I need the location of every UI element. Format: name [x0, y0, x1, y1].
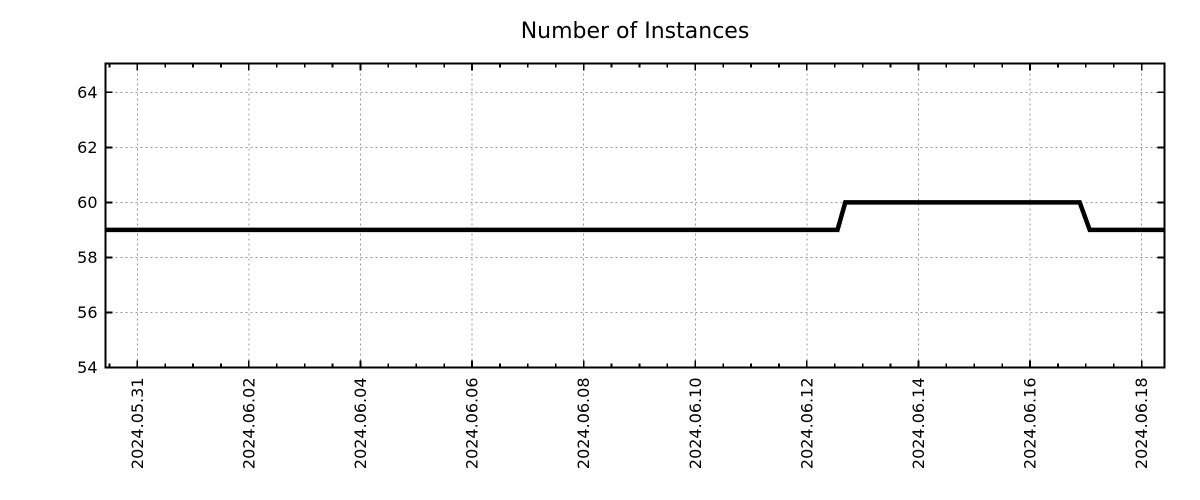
- axes-layer: [104, 62, 1166, 369]
- chart-title: Number of Instances: [521, 19, 750, 44]
- x-tick-label: 2024.06.02: [239, 378, 258, 470]
- x-tick-label: 2024.06.08: [574, 378, 593, 470]
- x-tick-label: 2024.05.31: [128, 378, 147, 470]
- series-line-instances: [105, 200, 1165, 233]
- plot-border: [104, 62, 1166, 369]
- x-tick-label: 2024.06.04: [351, 378, 370, 470]
- series-layer: [105, 200, 1165, 233]
- tick-labels-layer: 54 56 58 60 62 64 2024.05.31 2024.06.02 2024.06.…: [77, 83, 1151, 469]
- x-tick-label: 2024.06.18: [1132, 378, 1151, 470]
- x-tick-label: 2024.06.14: [909, 378, 928, 470]
- y-tick-label: 56: [77, 303, 97, 322]
- x-tick-label: 2024.06.06: [463, 378, 482, 470]
- x-tick-label: 2024.06.16: [1021, 378, 1040, 470]
- y-tick-label: 62: [77, 138, 97, 157]
- x-tick-label: 2024.06.12: [797, 378, 816, 470]
- y-tick-label: 60: [77, 193, 97, 212]
- y-tick-label: 58: [77, 248, 97, 267]
- y-tick-label: 64: [77, 83, 97, 102]
- x-tick-label: 2024.06.10: [686, 378, 705, 470]
- y-tick-label: 54: [77, 358, 97, 377]
- gridlines-layer: [105, 63, 1165, 368]
